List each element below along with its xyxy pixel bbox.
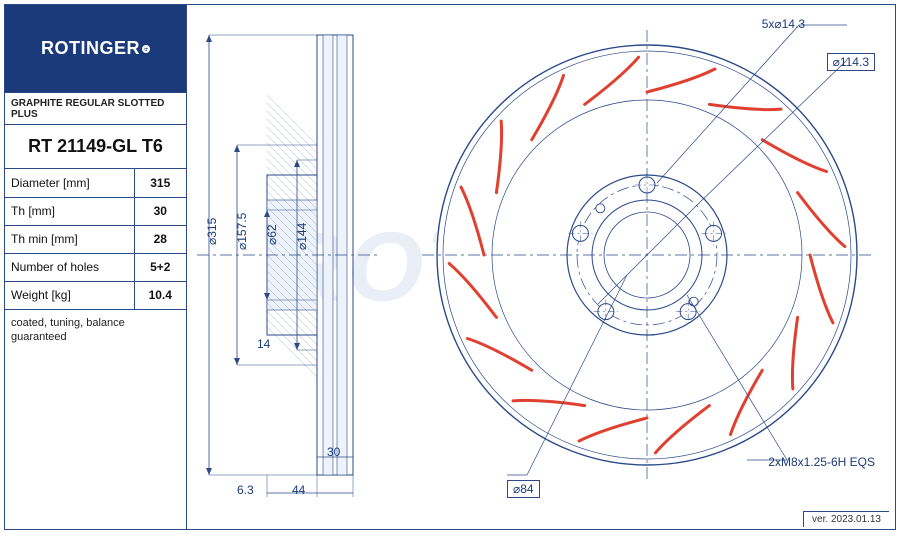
dim-30: 30 — [327, 445, 340, 459]
spec-value: 5+2 — [134, 253, 186, 281]
spec-value: 315 — [134, 169, 186, 197]
drawing-frame: ROTINGERR GRAPHITE REGULAR SLOTTED PLUS … — [4, 4, 896, 530]
callout-bore: ⌀84 — [507, 480, 540, 498]
spec-label: Th min [mm] — [5, 225, 134, 253]
callout-bolts: 5x⌀14.3 — [762, 17, 805, 31]
dim-d144: ⌀144 — [295, 223, 309, 250]
dim-d62: ⌀62 — [265, 224, 279, 245]
info-panel: ROTINGERR GRAPHITE REGULAR SLOTTED PLUS … — [5, 5, 187, 529]
dim-14: 14 — [257, 337, 270, 351]
spec-value: 30 — [134, 197, 186, 225]
technical-drawing: ROTINGER ⌀315 ⌀157.5 ⌀62 ⌀144 6.3 44 30 … — [187, 5, 895, 529]
callout-thread: 2xM8x1.25-6H EQS — [768, 455, 875, 469]
spec-row: Th [mm]30 — [5, 197, 186, 225]
part-number: RT 21149-GL T6 — [5, 125, 186, 169]
spec-row: Weight [kg]10.4 — [5, 281, 186, 309]
dim-44: 44 — [292, 483, 305, 497]
dim-6-3: 6.3 — [237, 483, 254, 497]
spec-row: Th min [mm]28 — [5, 225, 186, 253]
notes-text: coated, tuning, balance guaranteed — [5, 310, 186, 351]
dim-d315: ⌀315 — [205, 218, 219, 245]
spec-label: Diameter [mm] — [5, 169, 134, 197]
brand-logo: ROTINGERR — [5, 5, 186, 93]
drawing-svg — [187, 5, 897, 525]
callout-pcd: ⌀114.3 — [827, 53, 875, 71]
spec-row: Diameter [mm]315 — [5, 169, 186, 197]
version-label: ver. 2023.01.13 — [803, 511, 889, 527]
spec-value: 28 — [134, 225, 186, 253]
spec-value: 10.4 — [134, 281, 186, 309]
spec-label: Number of holes — [5, 253, 134, 281]
spec-label: Weight [kg] — [5, 281, 134, 309]
spec-label: Th [mm] — [5, 197, 134, 225]
brand-text: ROTINGER — [41, 38, 140, 59]
registered-icon: R — [142, 45, 150, 53]
product-subtitle: GRAPHITE REGULAR SLOTTED PLUS — [5, 93, 186, 125]
dim-d157: ⌀157.5 — [235, 213, 249, 250]
spec-row: Number of holes5+2 — [5, 253, 186, 281]
spec-table: Diameter [mm]315Th [mm]30Th min [mm]28Nu… — [5, 169, 186, 310]
